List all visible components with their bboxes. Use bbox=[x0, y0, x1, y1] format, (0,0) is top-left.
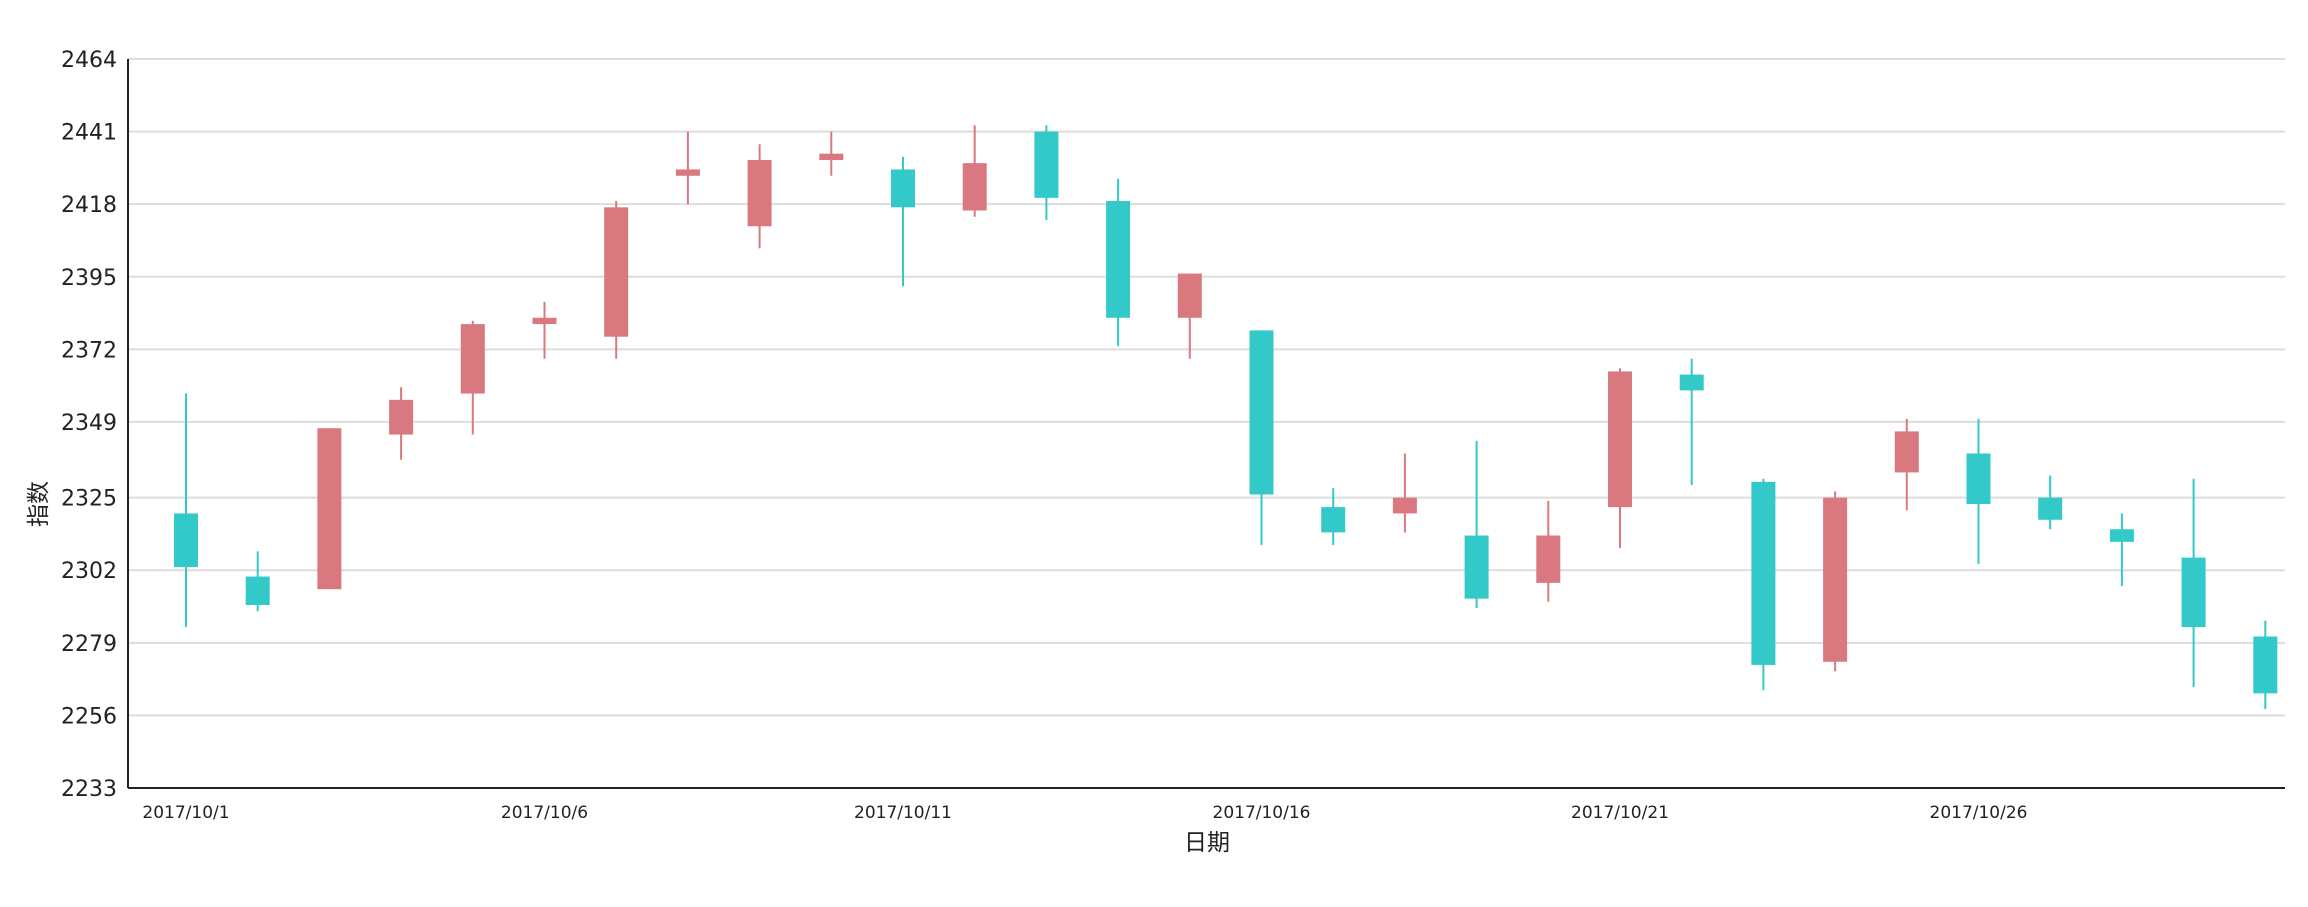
y-tick-label: 2302 bbox=[61, 559, 117, 584]
candle-body bbox=[747, 159, 772, 227]
candle bbox=[532, 302, 557, 359]
candle-body bbox=[1966, 453, 1991, 504]
x-tick-label: 2017/10/6 bbox=[501, 803, 588, 823]
candle-body bbox=[532, 317, 557, 325]
candle-body bbox=[1823, 497, 1848, 662]
gridlines bbox=[128, 58, 2285, 789]
candle-body bbox=[604, 207, 629, 337]
candle bbox=[1106, 178, 1131, 347]
candle bbox=[317, 428, 342, 590]
candle-body bbox=[317, 428, 342, 590]
candle-body bbox=[174, 513, 198, 568]
candle bbox=[1894, 418, 1919, 511]
candle-body bbox=[1177, 273, 1202, 318]
candle bbox=[1536, 500, 1561, 602]
candle-body bbox=[1751, 481, 1776, 665]
candle-body bbox=[1321, 507, 1346, 533]
candle-body bbox=[460, 324, 485, 394]
x-tick-label: 2017/10/16 bbox=[1213, 803, 1311, 823]
y-tick-label: 2325 bbox=[61, 487, 117, 512]
candle bbox=[1392, 453, 1417, 533]
candle bbox=[1751, 478, 1776, 691]
candle-body bbox=[2253, 636, 2278, 694]
candle-body bbox=[1034, 131, 1059, 198]
candle bbox=[389, 387, 414, 460]
candle-body bbox=[1608, 371, 1632, 508]
candle-body bbox=[2181, 557, 2206, 628]
candle-body bbox=[245, 576, 270, 605]
candles bbox=[174, 125, 2278, 710]
candle-body bbox=[1536, 535, 1561, 583]
candle bbox=[675, 131, 700, 205]
candle bbox=[1034, 125, 1059, 220]
candle bbox=[747, 144, 772, 249]
candle bbox=[962, 125, 987, 217]
candle-body bbox=[962, 163, 987, 211]
candle bbox=[891, 156, 915, 287]
candle-body bbox=[389, 399, 414, 435]
x-tick-label: 2017/10/1 bbox=[142, 803, 229, 823]
y-tick-label: 2233 bbox=[61, 777, 117, 802]
candle-body bbox=[1464, 535, 1489, 599]
candle bbox=[460, 320, 485, 435]
candle bbox=[1249, 330, 1274, 545]
candle-body bbox=[2038, 497, 2063, 520]
candle bbox=[2253, 620, 2278, 710]
candle-body bbox=[675, 169, 700, 176]
candle bbox=[1679, 358, 1704, 486]
y-tick-label: 2372 bbox=[61, 338, 117, 363]
candle-body bbox=[1679, 374, 1704, 391]
candle bbox=[1608, 368, 1632, 549]
candle-body bbox=[891, 169, 915, 208]
candle bbox=[1464, 440, 1489, 609]
x-tick-label: 2017/10/11 bbox=[854, 803, 952, 823]
candle bbox=[604, 201, 629, 359]
y-tick-label: 2464 bbox=[61, 48, 117, 73]
y-axis-title: 指数 bbox=[26, 481, 52, 527]
y-tick-label: 2349 bbox=[61, 411, 117, 436]
candle bbox=[1321, 488, 1346, 545]
candle-body bbox=[1249, 330, 1274, 495]
candle bbox=[1823, 491, 1848, 672]
y-tick-labels: 2233 2256 2279 2302 2325 2349 2372 2395 2418 2441… bbox=[61, 48, 117, 802]
candle-body bbox=[2109, 529, 2134, 542]
y-tick-label: 2395 bbox=[61, 266, 117, 291]
x-tick-label: 2017/10/26 bbox=[1930, 803, 2028, 823]
candle bbox=[174, 393, 198, 628]
x-tick-labels: 2017/10/1 2017/10/6 2017/10/11 2017/10/16 20… bbox=[142, 803, 2027, 823]
candle-body bbox=[819, 153, 844, 160]
candle-body bbox=[1392, 497, 1417, 514]
candle bbox=[819, 131, 844, 176]
candle-body bbox=[1894, 431, 1919, 473]
y-tick-label: 2256 bbox=[61, 704, 117, 729]
x-axis-title: 日期 bbox=[1184, 830, 1230, 856]
candle bbox=[2109, 513, 2134, 587]
candle bbox=[2181, 478, 2206, 688]
candle-body bbox=[1106, 201, 1131, 318]
candle bbox=[1177, 273, 1202, 359]
x-tick-label: 2017/10/21 bbox=[1571, 803, 1669, 823]
y-tick-label: 2418 bbox=[61, 193, 117, 218]
candle bbox=[1966, 418, 1991, 564]
candle bbox=[2038, 475, 2063, 530]
y-tick-label: 2279 bbox=[61, 632, 117, 657]
candle bbox=[245, 551, 270, 612]
y-tick-label: 2441 bbox=[61, 121, 117, 146]
